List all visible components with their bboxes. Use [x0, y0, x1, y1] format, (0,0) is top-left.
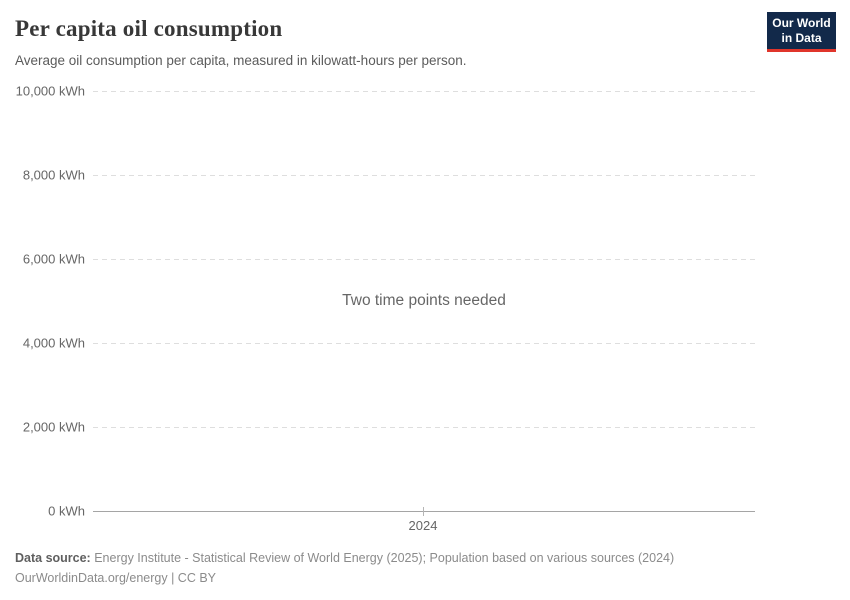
- ytick-label-10000: 10,000 kWh: [15, 83, 85, 99]
- chart-subtitle: Average oil consumption per capita, meas…: [15, 53, 467, 68]
- x-axis-line: [93, 511, 755, 512]
- gridline-6000: [93, 259, 755, 260]
- empty-state-message: Two time points needed: [342, 292, 506, 309]
- ytick-label-8000: 8,000 kWh: [22, 167, 85, 183]
- gridline-10000: [93, 91, 755, 92]
- owid-logo[interactable]: Our World in Data: [767, 12, 836, 52]
- ytick-label-2000: 2,000 kWh: [22, 419, 85, 435]
- gridline-4000: [93, 343, 755, 344]
- owid-logo-line2: in Data: [781, 31, 822, 45]
- gridline-8000: [93, 175, 755, 176]
- chart-footer: Data source: Energy Institute - Statisti…: [15, 548, 674, 588]
- ytick-label-4000: 4,000 kWh: [22, 335, 85, 351]
- ytick-label-0: 0 kWh: [48, 503, 85, 519]
- ytick-label-6000: 6,000 kWh: [22, 251, 85, 267]
- data-source-text: Energy Institute - Statistical Review of…: [90, 551, 675, 565]
- license-line: OurWorldinData.org/energy | CC BY: [15, 571, 217, 585]
- data-source-line: Data source: Energy Institute - Statisti…: [15, 548, 674, 568]
- xtick-mark-2024: [423, 507, 424, 516]
- owid-logo-line1: Our World: [772, 16, 831, 30]
- page-title: Per capita oil consumption: [15, 16, 283, 41]
- xtick-label-2024: 2024: [408, 518, 438, 533]
- data-source-label: Data source:: [15, 551, 91, 565]
- gridline-2000: [93, 427, 755, 428]
